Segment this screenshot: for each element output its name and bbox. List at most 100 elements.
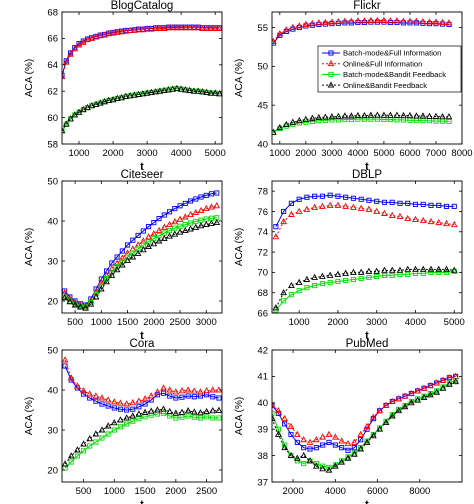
data-point: [126, 92, 134, 99]
x-axis-label: t: [365, 330, 369, 342]
series-online-full: [272, 372, 460, 447]
data-point: [182, 24, 189, 31]
x-tick-label: 3000: [137, 148, 158, 159]
data-point: [139, 26, 147, 33]
data-point: [344, 454, 352, 461]
data-point: [334, 201, 342, 208]
data-point: [119, 258, 125, 264]
y-tick-label: 68: [257, 288, 268, 299]
x-tick-label: 2500: [169, 317, 190, 328]
data-point: [117, 424, 124, 430]
x-tick-label: 4000: [171, 148, 192, 159]
data-point: [98, 426, 106, 433]
data-point: [420, 118, 426, 124]
data-point: [160, 24, 168, 31]
data-point: [450, 220, 458, 228]
data-point: [177, 85, 185, 92]
data-point: [303, 275, 311, 282]
data-point: [369, 413, 377, 420]
data-point: [173, 395, 179, 401]
data-point: [92, 33, 100, 40]
y-tick-label: 74: [257, 227, 268, 238]
series-online-bandit: [62, 218, 221, 311]
data-point: [350, 276, 356, 283]
axes-frame: [61, 11, 223, 145]
series-line: [64, 222, 217, 309]
data-point: [342, 202, 350, 209]
data-point: [182, 86, 189, 93]
data-point: [97, 285, 105, 292]
data-point: [172, 225, 178, 231]
axes-frame: [271, 180, 463, 314]
data-point: [185, 393, 191, 399]
data-point: [113, 28, 121, 35]
data-point: [109, 96, 117, 103]
data-point: [357, 268, 365, 275]
data-point: [154, 388, 161, 395]
data-point: [113, 259, 121, 266]
y-tick-label: 72: [257, 247, 268, 258]
data-point: [160, 384, 167, 391]
data-point: [165, 86, 172, 93]
data-point: [272, 414, 276, 422]
plot-area: [62, 12, 222, 144]
data-point: [357, 430, 365, 437]
data-point: [439, 18, 446, 25]
data-point: [445, 380, 453, 387]
x-tick-label: 2500: [196, 486, 217, 497]
data-point: [93, 398, 99, 404]
data-point: [62, 460, 69, 467]
data-point: [281, 298, 287, 304]
data-point: [67, 115, 74, 122]
data-point: [304, 285, 310, 291]
data-point: [381, 272, 387, 278]
data-point: [366, 274, 372, 281]
series-online-bandit: [272, 265, 458, 311]
data-point: [215, 406, 222, 413]
data-point: [192, 208, 200, 216]
data-point: [79, 105, 87, 113]
data-point: [308, 19, 316, 27]
data-point: [312, 462, 320, 469]
data-point: [288, 281, 295, 289]
data-point: [130, 418, 136, 424]
data-point: [209, 386, 217, 393]
data-point: [396, 212, 404, 219]
data-point: [365, 205, 373, 212]
data-point: [199, 88, 206, 95]
data-point: [209, 407, 217, 414]
data-point: [114, 264, 120, 270]
data-point: [154, 406, 161, 413]
data-point: [130, 26, 138, 33]
data-point: [308, 114, 316, 121]
data-point: [363, 438, 371, 445]
data-point: [177, 223, 183, 229]
data-point: [445, 19, 453, 26]
y-axis-label: ACA (%): [24, 397, 35, 435]
data-point: [92, 392, 100, 399]
y-axis-label: ACA (%): [234, 228, 245, 266]
data-point: [432, 18, 440, 25]
data-point: [436, 202, 442, 208]
data-point: [274, 406, 282, 414]
data-point: [142, 401, 148, 407]
data-point: [296, 288, 302, 294]
data-point: [443, 269, 450, 275]
y-tick-label: 60: [47, 113, 58, 124]
y-axis-label: ACA (%): [24, 59, 35, 97]
series-line: [64, 412, 219, 469]
data-point: [156, 87, 164, 94]
data-point: [108, 265, 116, 272]
data-point: [135, 90, 142, 97]
data-point: [287, 451, 295, 459]
data-point: [197, 206, 205, 214]
data-point: [193, 218, 199, 224]
legend-label: Online&Full Information: [343, 59, 422, 68]
x-axis-label: t: [140, 161, 144, 173]
data-point: [334, 270, 342, 277]
data-point: [194, 87, 202, 94]
series-line: [272, 20, 450, 42]
data-point: [197, 409, 204, 416]
data-point: [309, 118, 315, 125]
